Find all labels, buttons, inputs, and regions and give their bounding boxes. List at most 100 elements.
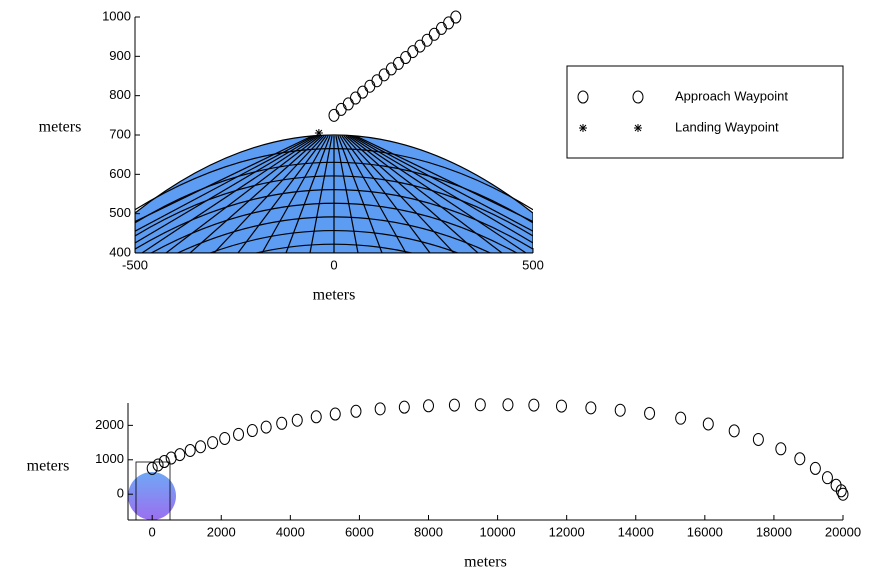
landing-marker	[314, 129, 323, 138]
terrain-mesh	[213, 135, 325, 253]
waypoint-marker	[174, 448, 186, 462]
waypoint-marker	[502, 398, 514, 412]
y-tick-label: 900	[109, 48, 131, 63]
waypoint-marker	[357, 85, 369, 99]
terrain-mesh	[309, 135, 333, 253]
waypoint-marker	[158, 455, 170, 468]
legend-marker	[634, 124, 642, 132]
waypoint-marker	[364, 79, 376, 93]
y-tick-label: 2000	[95, 417, 124, 432]
waypoint-marker	[555, 399, 567, 413]
y-tick-label: 0	[117, 486, 124, 501]
waypoint-marker	[809, 461, 821, 475]
waypoint-marker	[152, 458, 164, 472]
x-tick-label: 14000	[618, 524, 654, 539]
waypoint-marker	[428, 27, 440, 41]
waypoint-marker	[378, 68, 390, 82]
terrain	[128, 472, 176, 520]
waypoint-marker	[614, 403, 626, 417]
waypoint-marker	[385, 62, 397, 76]
terrain-mesh	[343, 135, 455, 253]
waypoint-marker	[423, 399, 435, 413]
y-tick-label: 400	[109, 244, 131, 259]
terrain-mesh	[135, 135, 313, 223]
terrain-mesh	[135, 135, 317, 244]
terrain-mesh	[355, 135, 533, 223]
y-tick-label: 1000	[102, 8, 131, 23]
terrain-mesh	[335, 135, 359, 253]
waypoint-marker	[207, 436, 219, 450]
waypoint-marker	[328, 108, 340, 122]
y-tick-label: 1000	[95, 451, 124, 466]
x-tick-label: 2000	[207, 524, 236, 539]
terrain-mesh	[347, 135, 503, 253]
waypoint-marker	[528, 398, 540, 412]
terrain-mesh	[353, 135, 533, 232]
x-tick-label: 0	[330, 257, 337, 272]
y-tick-label: 700	[109, 126, 131, 141]
x-tick-label: 20000	[825, 524, 861, 539]
x-axis-label: meters	[313, 287, 356, 304]
waypoint-marker	[443, 16, 455, 30]
waypoint-marker	[474, 398, 486, 412]
terrain-mesh	[135, 135, 315, 232]
y-axis-label: meters	[27, 458, 70, 475]
waypoint-marker	[702, 417, 714, 431]
waypoint-marker	[392, 56, 404, 70]
waypoint-marker	[329, 407, 341, 421]
waypoint-marker	[398, 400, 410, 414]
terrain	[135, 134, 533, 253]
waypoint-marker	[794, 452, 806, 466]
x-tick-label: 6000	[345, 524, 374, 539]
waypoint-marker	[644, 406, 656, 420]
terrain-mesh	[345, 135, 479, 253]
x-tick-label: 16000	[687, 524, 723, 539]
waypoint-marker	[350, 404, 362, 418]
waypoint-marker	[374, 402, 386, 416]
waypoint-marker	[400, 51, 412, 65]
terrain-mesh	[261, 135, 329, 253]
waypoint-marker	[752, 432, 764, 446]
legend-marker	[632, 90, 644, 104]
x-tick-label: -500	[122, 257, 148, 272]
legend-label: Landing Waypoint	[675, 119, 779, 134]
waypoint-marker	[448, 398, 460, 412]
waypoint-marker	[450, 10, 462, 24]
y-tick-label: 500	[109, 205, 131, 220]
waypoint-marker	[195, 440, 207, 454]
waypoint-marker	[435, 21, 447, 35]
x-tick-label: 12000	[549, 524, 585, 539]
x-axis-label: meters	[464, 554, 507, 571]
x-tick-label: 4000	[276, 524, 305, 539]
waypoint-marker	[775, 442, 787, 456]
terrain-mesh	[351, 135, 533, 244]
x-tick-label: 8000	[414, 524, 443, 539]
x-tick-label: 18000	[756, 524, 792, 539]
waypoint-marker	[414, 39, 426, 53]
waypoint-marker	[837, 487, 849, 501]
terrain-mesh	[141, 135, 319, 253]
waypoint-marker	[335, 102, 347, 116]
terrain-mesh	[237, 135, 327, 253]
x-tick-label: 500	[522, 257, 544, 272]
y-tick-label: 600	[109, 166, 131, 181]
x-tick-label: 10000	[480, 524, 516, 539]
terrain-mesh	[349, 135, 527, 253]
waypoint-marker	[585, 401, 597, 415]
terrain-mesh	[254, 243, 414, 253]
legend-marker	[579, 124, 587, 132]
waypoint-marker	[371, 74, 383, 88]
waypoint-marker	[675, 411, 687, 425]
waypoint-marker	[246, 424, 258, 438]
y-tick-label: 800	[109, 87, 131, 102]
waypoint-marker	[276, 416, 288, 430]
terrain-mesh	[285, 135, 331, 253]
terrain-mesh	[189, 135, 323, 253]
waypoint-marker	[291, 413, 303, 427]
y-axis-label: meters	[39, 119, 82, 136]
waypoint-marker	[219, 431, 231, 445]
waypoint-marker	[184, 443, 196, 457]
waypoint-marker	[260, 420, 272, 434]
waypoint-marker	[342, 97, 354, 111]
